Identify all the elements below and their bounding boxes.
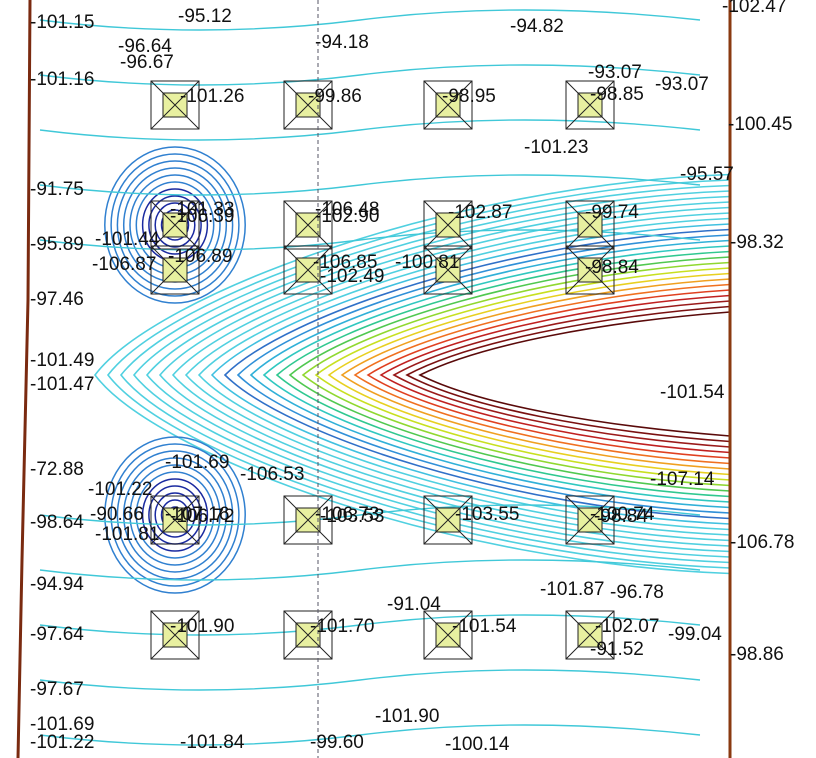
value-label: -106.39	[170, 206, 234, 227]
value-label: -100.14	[445, 734, 510, 755]
value-label: -101.44	[95, 229, 160, 250]
value-label: -93.07	[588, 62, 642, 83]
value-label: -100.45	[728, 114, 792, 135]
value-label: -98.64	[30, 512, 84, 533]
value-label: -106.87	[92, 254, 156, 275]
value-label: -99.04	[668, 624, 722, 645]
value-label: -94.82	[510, 16, 564, 37]
value-label: -98.95	[442, 86, 496, 107]
value-label: -102.49	[320, 266, 384, 287]
value-label: -98.32	[730, 232, 784, 253]
value-label: -99.60	[310, 732, 364, 753]
value-label: -95.57	[680, 164, 734, 185]
contour-map: -101.15-95.12-94.18-94.82-102.47-96.64-9…	[0, 0, 816, 758]
value-label: -97.64	[30, 624, 84, 645]
value-label: -101.84	[180, 732, 245, 753]
value-label: -106.89	[168, 246, 232, 267]
value-label: -101.22	[88, 479, 152, 500]
value-label: -101.87	[540, 579, 604, 600]
value-label: -101.26	[180, 86, 244, 107]
value-label: -102.90	[315, 206, 379, 227]
value-label: -101.90	[375, 706, 439, 727]
value-label: -106.72	[170, 506, 234, 527]
value-label: -106.53	[240, 464, 304, 485]
value-label: -91.52	[590, 639, 644, 660]
value-label: -103.53	[320, 506, 384, 527]
value-label: -102.87	[448, 202, 512, 223]
value-label: -97.46	[30, 289, 84, 310]
value-label: -101.54	[660, 382, 725, 403]
value-label: -94.94	[30, 574, 84, 595]
value-label: -91.75	[30, 179, 84, 200]
value-label: -106.78	[730, 532, 794, 553]
value-label: -101.90	[170, 616, 234, 637]
value-label: -72.88	[30, 459, 84, 480]
value-label: -101.23	[524, 137, 588, 158]
value-label: -98.85	[590, 84, 644, 105]
value-label: -102.47	[722, 0, 786, 17]
value-label: -98.84	[594, 506, 648, 527]
value-label: -101.70	[310, 616, 374, 637]
value-label: -96.78	[610, 582, 664, 603]
value-label: -101.69	[165, 452, 229, 473]
value-label: -101.22	[30, 732, 94, 753]
value-label: -91.04	[387, 594, 441, 615]
value-label: -101.47	[30, 374, 94, 395]
value-label: -103.55	[455, 504, 519, 525]
value-label: -96.67	[120, 52, 174, 73]
value-label: -98.86	[730, 644, 784, 665]
value-label: -94.18	[315, 32, 369, 53]
value-label: -101.69	[30, 714, 94, 735]
value-label: -107.14	[650, 469, 715, 490]
value-label: -95.89	[30, 234, 84, 255]
value-label: -101.81	[95, 524, 159, 545]
value-label: -101.16	[30, 69, 94, 90]
value-label: -100.81	[395, 252, 459, 273]
value-label: -101.49	[30, 350, 94, 371]
value-label: -95.12	[178, 6, 232, 27]
value-label: -102.07	[595, 616, 659, 637]
page: -101.15-95.12-94.18-94.82-102.47-96.64-9…	[0, 0, 816, 758]
value-label: -101.15	[30, 12, 94, 33]
value-label: -98.84	[585, 257, 639, 278]
value-label: -99.86	[308, 86, 362, 107]
value-label: -101.54	[452, 616, 517, 637]
value-label: -93.07	[655, 74, 709, 95]
value-label: -99.74	[585, 202, 639, 223]
value-label: -97.67	[30, 679, 84, 700]
value-label: -90.66	[90, 504, 144, 525]
